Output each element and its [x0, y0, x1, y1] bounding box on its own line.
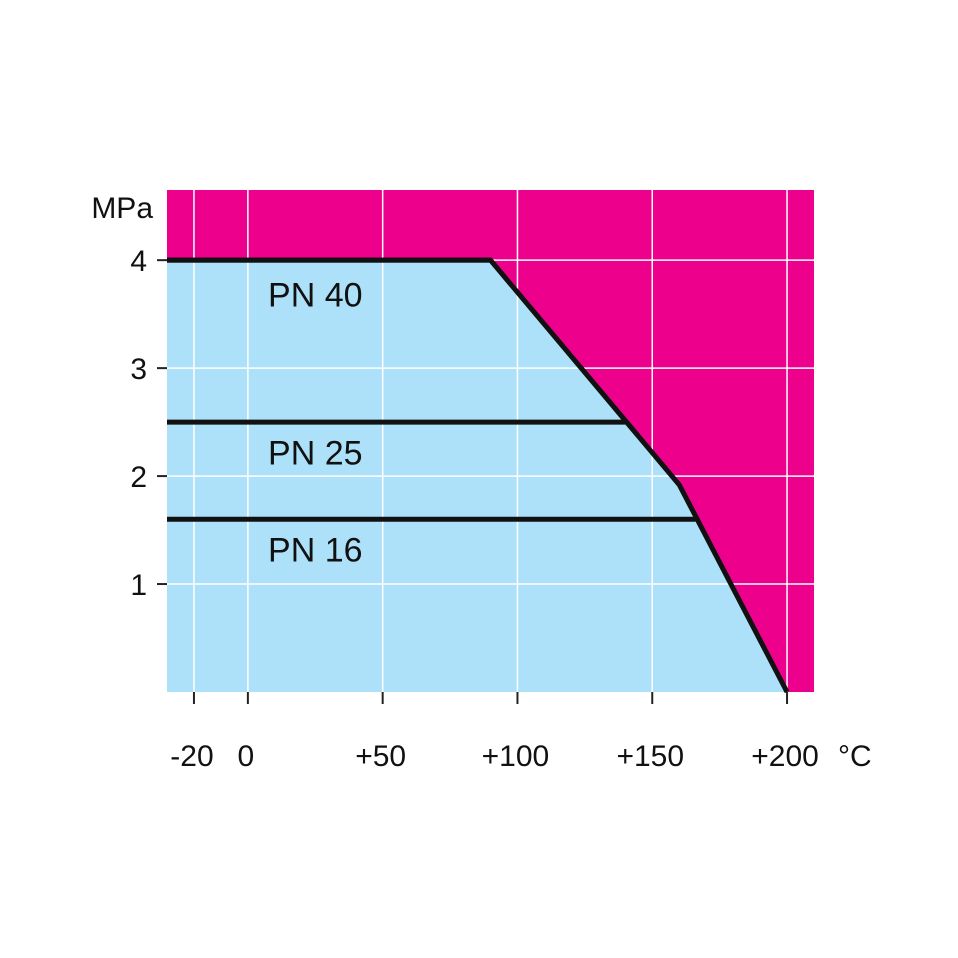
- series-label: PN 16: [268, 531, 363, 569]
- series-label: PN 25: [268, 434, 363, 472]
- series-label: PN 40: [268, 277, 363, 315]
- x-tick-label: -20: [170, 740, 213, 773]
- x-axis-unit: °C: [838, 740, 872, 773]
- y-axis-unit: MPa: [91, 192, 153, 225]
- series-labels: PN 40 PN 25 PN 16: [268, 277, 363, 570]
- x-tick-label: 0: [238, 740, 255, 773]
- x-tick-label: +200: [751, 740, 819, 773]
- y-tick-label: 4: [130, 245, 147, 278]
- x-tick-label: +150: [616, 740, 684, 773]
- y-ticks: 1 2 3 4: [130, 245, 167, 602]
- pn-lines: [167, 257, 696, 522]
- y-tick-label: 3: [130, 353, 147, 386]
- y-tick-label: 1: [130, 569, 147, 602]
- x-tick-label: +100: [482, 740, 550, 773]
- y-tick-label: 2: [130, 461, 147, 494]
- x-ticks: -20 0 +50 +100 +150 +200: [170, 692, 819, 773]
- x-tick-label: +50: [355, 740, 406, 773]
